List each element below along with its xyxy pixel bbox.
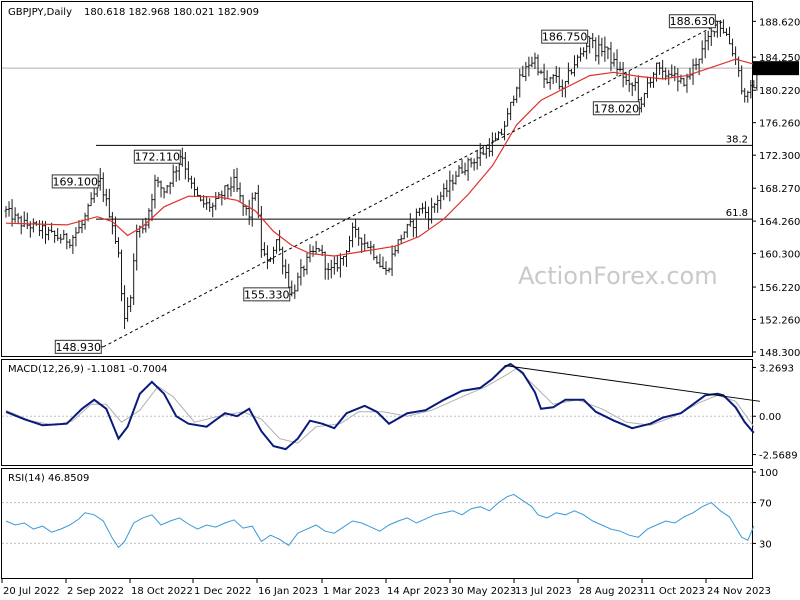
annotation-box [541,29,589,44]
moving-average [5,58,758,257]
macd-panel-frame [1,359,753,466]
y-tick-label: 172.300 [759,151,800,162]
rsi-title: RSI(14) 46.8509 [8,473,89,484]
price-guides: 38.2 61.8 [2,67,752,220]
watermark: ActionForex.com [518,262,718,290]
x-tick-label: 13 Jul 2023 [515,586,572,597]
y-tick-label: -2.5689 [759,451,798,462]
y-tick-label: 168.270 [759,184,800,195]
annotation-label: 178.020 [594,102,640,115]
x-tick-label: 11 Oct 2023 [643,586,705,597]
x-tick-label: 18 Oct 2022 [131,586,193,597]
rsi-guides [2,502,752,544]
x-tick-label: 2 Sep 2022 [67,586,124,597]
y-tick-label: 148.300 [759,348,800,359]
y-tick-label: 152.260 [759,316,800,327]
current-price-tag-label: 182.909 [757,64,798,75]
price-annotations: 169.100 172.110 148.930 155.330 186.750 178.0… [51,14,718,354]
macd-lines [5,362,755,451]
rsi-line [5,493,755,549]
y-tick-label: 164.260 [759,217,800,228]
y-tick-label: 0.00 [759,412,781,423]
y-tick-label: 156.220 [759,283,800,294]
macd-trendline-segment [504,364,760,402]
x-tick-label: 20 Jul 2022 [3,586,60,597]
y-tick-label: 180.220 [759,86,800,97]
moving-average-line [5,58,758,257]
price-y-axis: 188.620 184.250 180.220 176.260 172.300 168.2… [752,17,800,359]
annotation-box [243,287,291,302]
annotation-label: 169.100 [52,175,98,188]
annotation-box [54,339,102,354]
macd-main-line [5,362,755,451]
rsi-y-axis: 100 70 30 [752,468,778,550]
price-trendline-segment [103,20,724,348]
macd-y-axis: 3.2693 0.00 -2.5689 [752,363,798,462]
annotation-label: 148.930 [56,341,102,354]
price-trendline [103,20,724,348]
x-tick-label: 24 Nov 2023 [707,586,771,597]
annotation-box [133,149,181,164]
fibonacci-label: 61.8 [726,208,748,219]
rsi-panel-frame [1,468,753,579]
current-price-tag [753,61,799,76]
price-panel-frame [1,1,753,357]
macd-title: MACD(12,26,9) -1.1081 -0.7004 [8,364,168,375]
annotation-box [51,174,99,189]
x-tick-label: 16 Jan 2023 [258,586,318,597]
annotation-label: 172.110 [135,151,181,164]
annotation-box [592,101,640,116]
x-tick-label: 1 Dec 2022 [194,586,252,597]
macd-trendline [504,364,760,402]
y-tick-label: 188.620 [759,17,800,28]
x-tick-label: 30 May 2023 [451,586,516,597]
x-tick-label: 1 Mar 2023 [323,586,380,597]
x-tick-label: 28 Aug 2023 [579,586,643,597]
x-axis: 20 Jul 2022 2 Sep 2022 18 Oct 2022 1 Dec 20… [1,578,771,597]
y-tick-label: 160.300 [759,250,800,261]
y-tick-label: 176.260 [759,119,800,130]
y-tick-label: 30 [759,539,772,550]
macd-signal-line [5,367,755,444]
annotation-label: 186.750 [542,31,588,44]
ohlc-label: 180.618 182.968 180.021 182.909 [84,7,259,18]
y-tick-label: 3.2693 [759,363,794,374]
symbol-label: GBPJPY,Daily [8,7,72,18]
fibonacci-label: 38.2 [726,134,748,145]
y-tick-label: 100 [759,468,778,479]
rsi-line-path [5,493,755,549]
y-tick-label: 184.250 [759,53,800,64]
y-tick-label: 70 [759,499,772,510]
annotation-label: 188.630 [670,15,716,28]
annotation-label: 155.330 [244,288,290,301]
annotation-box [668,14,716,29]
x-tick-label: 14 Apr 2023 [387,586,449,597]
